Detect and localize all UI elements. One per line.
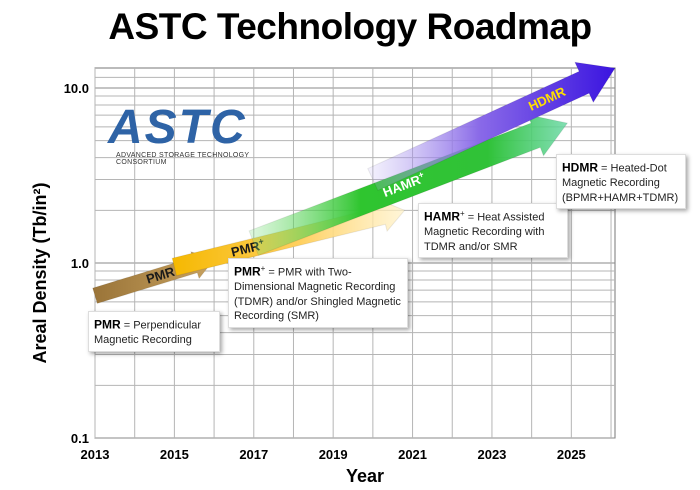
x-tick-label: 2025 — [557, 447, 586, 462]
y-tick-label: 10.0 — [64, 81, 89, 96]
callout-hamr-plus: HAMR+ = Heat Assisted Magnetic Recording… — [418, 203, 568, 258]
logo-subtitle: ADVANCED STORAGE TECHNOLOGY CONSORTIUM — [116, 152, 293, 166]
x-tick-label: 2013 — [81, 447, 110, 462]
x-tick-label: 2015 — [160, 447, 189, 462]
x-tick-label: 2023 — [477, 447, 506, 462]
x-tick-label: 2021 — [398, 447, 427, 462]
x-tick-label: 2017 — [239, 447, 268, 462]
y-axis-title: Areal Density (Tb/in²) — [30, 182, 50, 363]
x-axis-title: Year — [346, 466, 384, 486]
astc-logo: ASTC ADVANCED STORAGE TECHNOLOGY CONSORT… — [108, 104, 293, 164]
callout-pmr-plus: PMR+ = PMR with Two-Dimensional Magnetic… — [228, 258, 408, 328]
y-tick-label: 0.1 — [71, 431, 89, 446]
callout-term: PMR — [234, 265, 261, 279]
x-tick-label: 2019 — [319, 447, 348, 462]
callout-pmr: PMR = Perpendicular Magnetic Recording — [88, 311, 220, 352]
callout-term: HDMR — [562, 161, 598, 175]
callout-hdmr: HDMR = Heated-Dot Magnetic Recording (BP… — [556, 154, 686, 209]
y-tick-label: 1.0 — [71, 256, 89, 271]
logo-mark: ASTC — [108, 104, 293, 152]
callout-term: HAMR — [424, 210, 460, 224]
callout-term: PMR — [94, 318, 121, 332]
